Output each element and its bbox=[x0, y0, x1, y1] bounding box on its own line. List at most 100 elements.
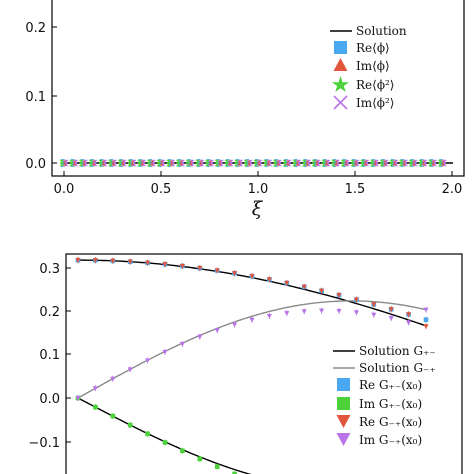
bottom-markers bbox=[75, 257, 429, 474]
bottom-point bbox=[93, 404, 98, 411]
top-point bbox=[321, 159, 326, 167]
top-point bbox=[273, 159, 277, 167]
top-point bbox=[195, 159, 200, 167]
top-xtick-3: 1.5 bbox=[345, 171, 366, 197]
bottom-y-ticks: −0.1 0.0 0.1 0.2 0.3 bbox=[28, 262, 71, 451]
top-point bbox=[292, 159, 297, 167]
top-point bbox=[180, 159, 185, 167]
top-point bbox=[287, 159, 292, 167]
bottom-point bbox=[162, 261, 168, 268]
bottom-point bbox=[232, 321, 238, 328]
top-markers bbox=[59, 159, 447, 167]
bottom-point bbox=[232, 270, 238, 277]
top-point bbox=[210, 159, 214, 167]
top-point bbox=[171, 159, 175, 167]
bottom-point bbox=[353, 296, 359, 303]
bottom-point bbox=[423, 306, 429, 313]
top-point bbox=[88, 159, 93, 167]
top-point bbox=[103, 159, 107, 167]
bottom-ytick-03: 0.3 bbox=[39, 262, 71, 277]
top-point bbox=[423, 159, 428, 167]
bottom-legend-re-gpm: Re G₊₋(x₀) bbox=[337, 378, 422, 392]
svg-text:1.5: 1.5 bbox=[345, 182, 366, 197]
top-point bbox=[297, 159, 301, 167]
top-point bbox=[166, 159, 171, 167]
bottom-point bbox=[92, 385, 98, 392]
bottom-point bbox=[266, 276, 272, 283]
bottom-point bbox=[336, 292, 342, 299]
top-ytick-2: 0.2 bbox=[25, 21, 57, 36]
top-point bbox=[428, 159, 433, 167]
bottom-point bbox=[179, 341, 185, 348]
bottom-ytick-00: 0.0 bbox=[39, 392, 71, 407]
top-point bbox=[83, 159, 88, 167]
top-point bbox=[219, 159, 224, 167]
top-point bbox=[161, 159, 166, 167]
top-legend-im-phi: Im⟨ϕ⟩ bbox=[333, 58, 390, 73]
top-point bbox=[442, 159, 447, 167]
top-point bbox=[59, 159, 64, 167]
bottom-ytick-neg01: −0.1 bbox=[28, 436, 71, 451]
top-point bbox=[258, 159, 263, 167]
top-point bbox=[253, 159, 258, 167]
bottom-point bbox=[423, 323, 429, 330]
top-point bbox=[93, 159, 98, 167]
bottom-point bbox=[388, 306, 394, 313]
top-point bbox=[229, 159, 234, 167]
top-xtick-1: 0.5 bbox=[151, 171, 171, 197]
top-point bbox=[384, 159, 389, 167]
bottom-panel: −0.1 0.0 0.1 0.2 0.3 Solution G₊₋ Soluti… bbox=[28, 253, 463, 474]
top-point bbox=[360, 159, 365, 167]
bottom-point bbox=[145, 259, 151, 266]
top-point bbox=[331, 159, 336, 167]
top-point bbox=[224, 159, 229, 167]
top-point bbox=[74, 159, 78, 167]
svg-text:Solution G₊₋: Solution G₊₋ bbox=[359, 344, 436, 358]
bottom-point bbox=[179, 263, 185, 270]
svg-text:Im⟨ϕ⟩: Im⟨ϕ⟩ bbox=[356, 59, 390, 73]
top-point bbox=[433, 159, 437, 167]
svg-text:Re⟨ϕ⟩: Re⟨ϕ⟩ bbox=[356, 41, 390, 55]
top-legend-re-phi: Re⟨ϕ⟩ bbox=[334, 41, 390, 55]
top-point bbox=[341, 159, 345, 167]
top-point bbox=[268, 159, 272, 167]
top-point bbox=[215, 159, 219, 167]
top-point bbox=[113, 159, 117, 167]
top-point bbox=[379, 159, 384, 167]
top-point bbox=[374, 159, 379, 167]
top-point bbox=[151, 159, 156, 167]
bottom-point bbox=[214, 267, 220, 274]
top-point bbox=[142, 159, 146, 167]
bottom-point bbox=[301, 283, 307, 290]
bottom-point bbox=[197, 265, 203, 272]
top-point bbox=[234, 159, 239, 167]
top-point bbox=[312, 159, 316, 167]
bottom-point bbox=[406, 311, 412, 318]
svg-text:Im G₋₊(x₀): Im G₋₊(x₀) bbox=[359, 433, 422, 447]
top-y-ticks: 0.0 0.1 0.2 bbox=[25, 21, 57, 172]
svg-text:Solution G₋₊: Solution G₋₊ bbox=[359, 361, 436, 375]
bottom-point bbox=[162, 348, 168, 355]
top-point bbox=[64, 159, 69, 167]
bottom-point bbox=[214, 327, 220, 334]
svg-text:Solution: Solution bbox=[356, 24, 407, 38]
bottom-point bbox=[406, 319, 412, 326]
svg-text:Im⟨ϕ²⟩: Im⟨ϕ²⟩ bbox=[356, 96, 394, 110]
svg-text:1.0: 1.0 bbox=[248, 182, 269, 197]
top-ytick-0: 0.0 bbox=[25, 157, 57, 172]
bottom-legend-im-gpm: Im G₊₋(x₀) bbox=[337, 397, 422, 411]
svg-text:0.2: 0.2 bbox=[39, 305, 60, 320]
bottom-point bbox=[180, 447, 185, 454]
top-point bbox=[277, 159, 282, 167]
bottom-point bbox=[249, 273, 255, 280]
svg-text:2.0: 2.0 bbox=[442, 182, 463, 197]
bottom-point bbox=[319, 307, 325, 314]
svg-text:−0.1: −0.1 bbox=[28, 436, 60, 451]
top-point bbox=[326, 159, 331, 167]
top-ytick-1: 0.1 bbox=[25, 90, 57, 105]
bottom-legend-solution-gpm: Solution G₊₋ bbox=[333, 344, 436, 358]
bottom-point bbox=[75, 257, 81, 264]
bottom-plot-frame bbox=[65, 253, 463, 474]
top-point bbox=[345, 159, 350, 167]
